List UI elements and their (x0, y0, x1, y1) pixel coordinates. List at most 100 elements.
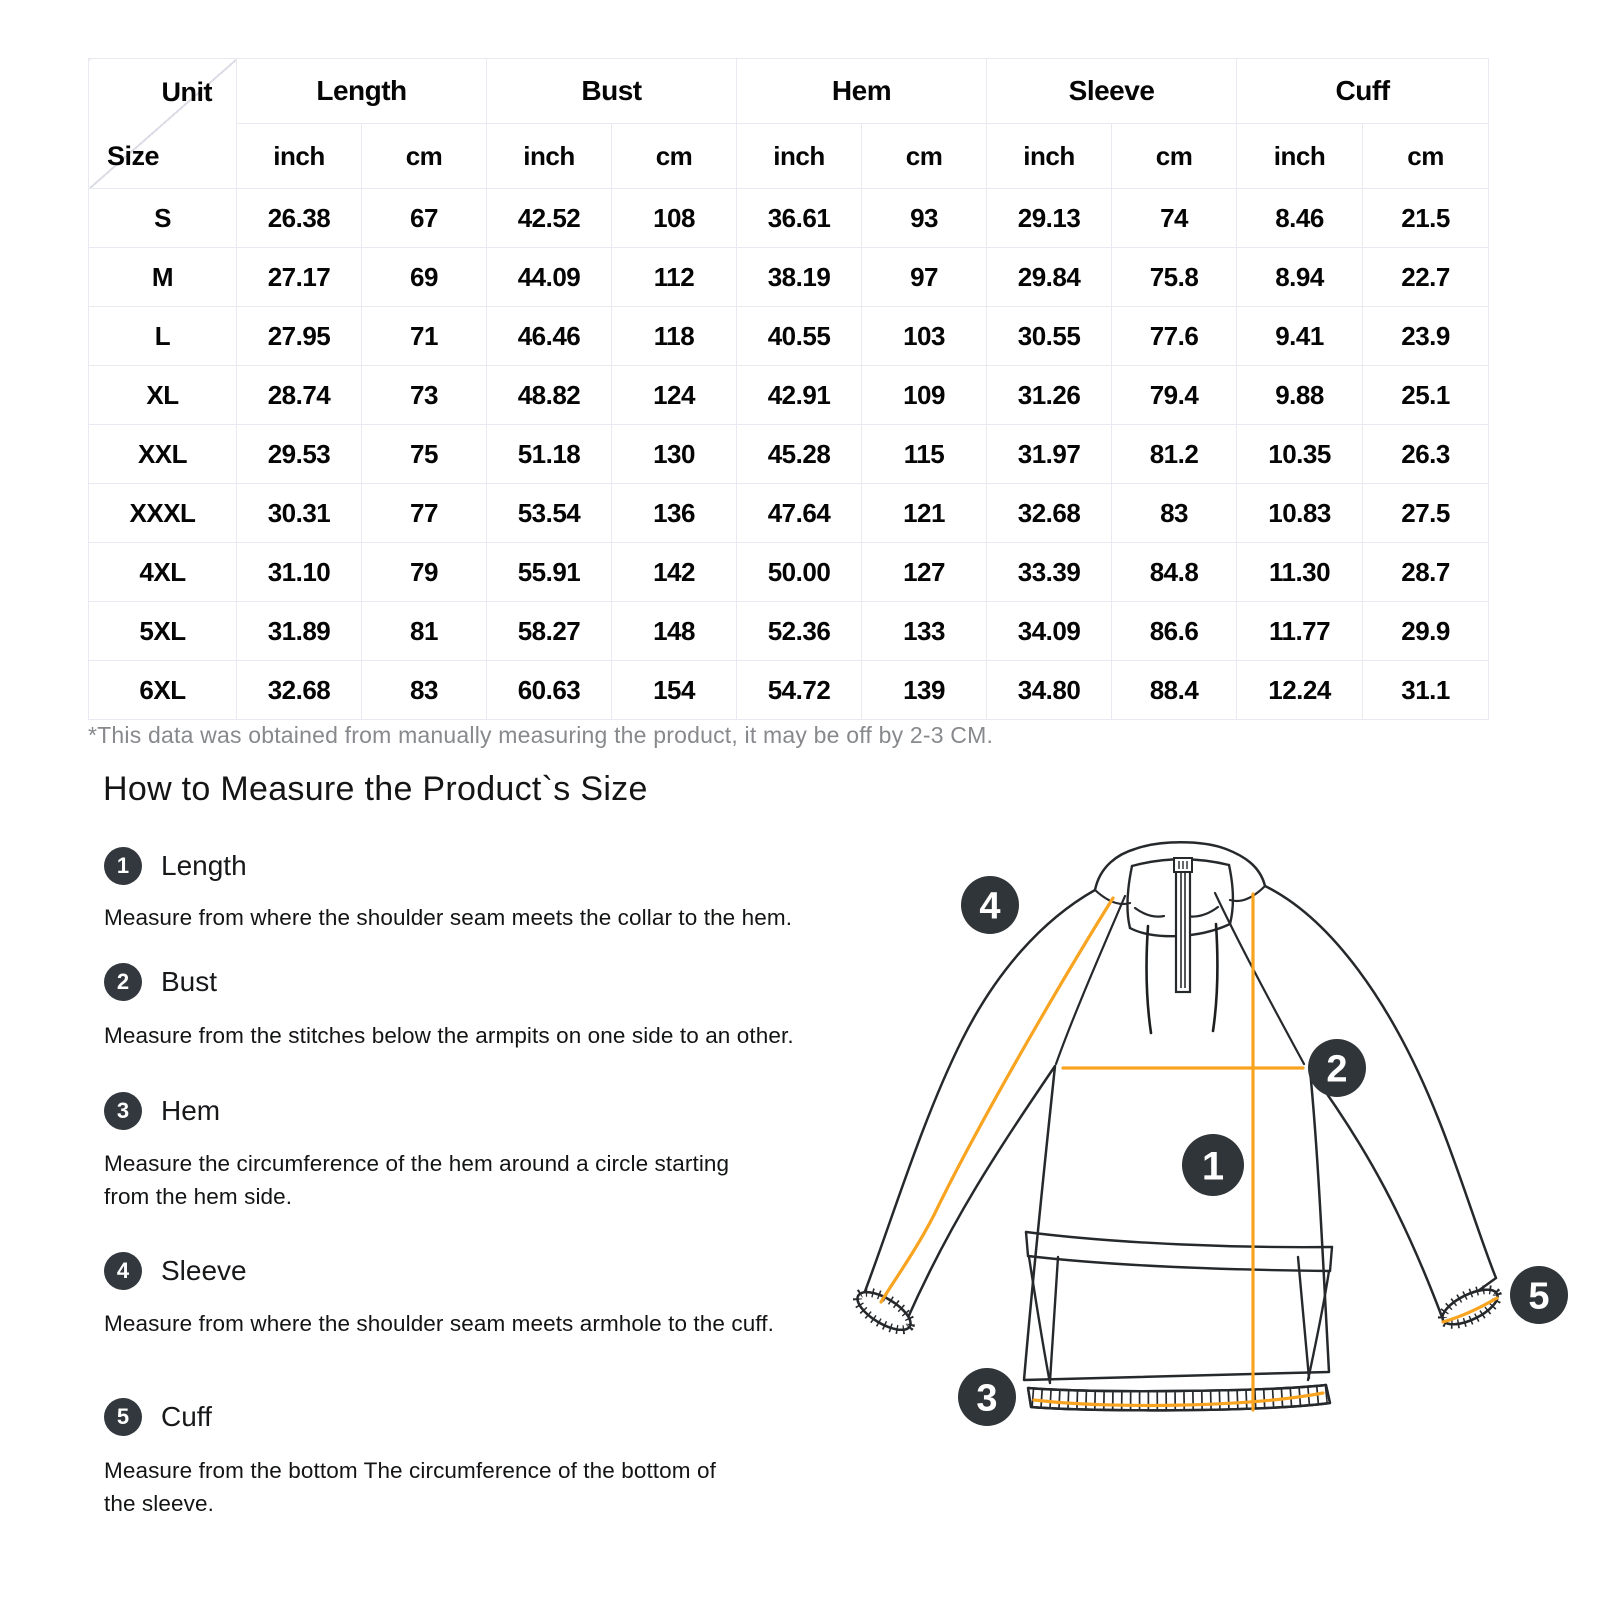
value-cell: 81 (361, 601, 487, 661)
value-cell: 28.74 (236, 365, 362, 425)
value-cell: 9.88 (1236, 365, 1364, 425)
value-cell: 108 (610, 188, 738, 248)
value-cell: 38.19 (736, 247, 863, 307)
column-group-cuff: Cuff (1236, 58, 1490, 124)
instruction-item-sleeve: 4 Sleeve (104, 1252, 247, 1290)
value-cell: 8.94 (1236, 247, 1364, 307)
value-cell: 42.52 (486, 188, 612, 248)
unit-header: inch (486, 123, 612, 189)
value-cell: 31.1 (1362, 660, 1490, 720)
value-cell: 27.95 (236, 306, 362, 366)
value-cell: 75.8 (1111, 247, 1238, 307)
value-cell: 30.31 (236, 483, 362, 543)
value-cell: 28.7 (1362, 542, 1490, 602)
value-cell: 69 (361, 247, 487, 307)
value-cell: 124 (610, 365, 738, 425)
unit-header: inch (236, 123, 362, 189)
value-cell: 22.7 (1362, 247, 1490, 307)
instruction-number-badge: 4 (104, 1252, 142, 1290)
value-cell: 55.91 (486, 542, 612, 602)
diagram-badge-cuff: 5 (1510, 1266, 1568, 1324)
value-cell: 60.63 (486, 660, 612, 720)
value-cell: 130 (610, 424, 738, 484)
value-cell: 31.26 (986, 365, 1113, 425)
value-cell: 53.54 (486, 483, 612, 543)
value-cell: 11.77 (1236, 601, 1364, 661)
column-group-length: Length (236, 58, 487, 124)
howto-heading: How to Measure the Product`s Size (103, 770, 648, 808)
kangaroo-pocket (1024, 1230, 1334, 1385)
unit-header: cm (1111, 123, 1238, 189)
corner-size-label: Size (107, 141, 160, 171)
value-cell: 79 (361, 542, 487, 602)
unit-header: inch (736, 123, 863, 189)
value-cell: 40.55 (736, 306, 863, 366)
instruction-label: Sleeve (161, 1255, 247, 1286)
value-cell: 67 (361, 188, 487, 248)
value-cell: 48.82 (486, 365, 612, 425)
diagram-badge-length: 1 (1182, 1134, 1244, 1196)
value-cell: 127 (861, 542, 988, 602)
instruction-number-badge: 2 (104, 963, 142, 1001)
diagram-badge-hem: 3 (958, 1368, 1016, 1426)
value-cell: 33.39 (986, 542, 1113, 602)
table-row: XXL 29.53 75 51.18 130 45.28 115 31.97 81.2 10.35… (88, 424, 1490, 484)
value-cell: 29.9 (1362, 601, 1490, 661)
zipper (1173, 857, 1193, 994)
corner-cell: Unit Size (88, 58, 237, 189)
diagram-badge-sleeve: 4 (961, 876, 1019, 934)
value-cell: 10.83 (1236, 483, 1364, 543)
value-cell: 31.89 (236, 601, 362, 661)
value-cell: 34.80 (986, 660, 1113, 720)
value-cell: 79.4 (1111, 365, 1238, 425)
value-cell: 29.53 (236, 424, 362, 484)
diagram-badge-bust: 2 (1308, 1039, 1366, 1097)
value-cell: 27.17 (236, 247, 362, 307)
value-cell: 77 (361, 483, 487, 543)
value-cell: 32.68 (236, 660, 362, 720)
table-row: 4XL 31.10 79 55.91 142 50.00 127 33.39 84.8 11.30… (88, 542, 1490, 602)
value-cell: 45.28 (736, 424, 863, 484)
value-cell: 29.13 (986, 188, 1113, 248)
value-cell: 36.61 (736, 188, 863, 248)
instruction-item-bust: 2 Bust (104, 963, 217, 1001)
size-cell: L (88, 306, 237, 366)
value-cell: 32.68 (986, 483, 1113, 543)
header-row-groups: Unit Size Length Bust Hem Sleeve Cuff (88, 58, 1490, 189)
value-cell: 136 (610, 483, 738, 543)
hoodie-measure-diagram: 1 2 3 4 5 (830, 820, 1570, 1430)
size-cell: M (88, 247, 237, 307)
right-cuff-ribbing (1437, 1285, 1503, 1329)
value-cell: 73 (361, 365, 487, 425)
desc-line: Measure from where the shoulder seam mee… (104, 905, 793, 930)
header-row-units: inch cm inch cm inch cm inch cm inch cm (89, 123, 1490, 189)
value-cell: 74 (1111, 188, 1238, 248)
size-cell: S (88, 188, 237, 248)
badge-number: 1 (1202, 1144, 1224, 1188)
size-cell: 5XL (88, 601, 237, 661)
size-cell: XL (88, 365, 237, 425)
value-cell: 84.8 (1111, 542, 1238, 602)
value-cell: 26.38 (236, 188, 362, 248)
value-cell: 50.00 (736, 542, 863, 602)
drawstrings (1145, 922, 1219, 1035)
value-cell: 142 (610, 542, 738, 602)
desc-line: Measure the circumference of the hem aro… (104, 1151, 730, 1176)
diagram-badges: 1 2 3 4 5 (958, 876, 1568, 1426)
unit-header: cm (610, 123, 738, 189)
badge-number: 2 (1326, 1049, 1347, 1091)
value-cell: 26.3 (1362, 424, 1490, 484)
column-group-hem: Hem (736, 58, 988, 124)
value-cell: 118 (610, 306, 738, 366)
unit-header: inch (1236, 123, 1364, 189)
value-cell: 81.2 (1111, 424, 1238, 484)
value-cell: 88.4 (1111, 660, 1238, 720)
column-group-bust: Bust (485, 58, 738, 124)
value-cell: 71 (361, 306, 487, 366)
badge-number: 5 (1528, 1276, 1549, 1318)
value-cell: 133 (861, 601, 988, 661)
table-row: 5XL 31.89 81 58.27 148 52.36 133 34.09 86.6 11.77… (88, 601, 1490, 661)
value-cell: 115 (861, 424, 988, 484)
value-cell: 8.46 (1236, 188, 1364, 248)
value-cell: 148 (610, 601, 738, 661)
